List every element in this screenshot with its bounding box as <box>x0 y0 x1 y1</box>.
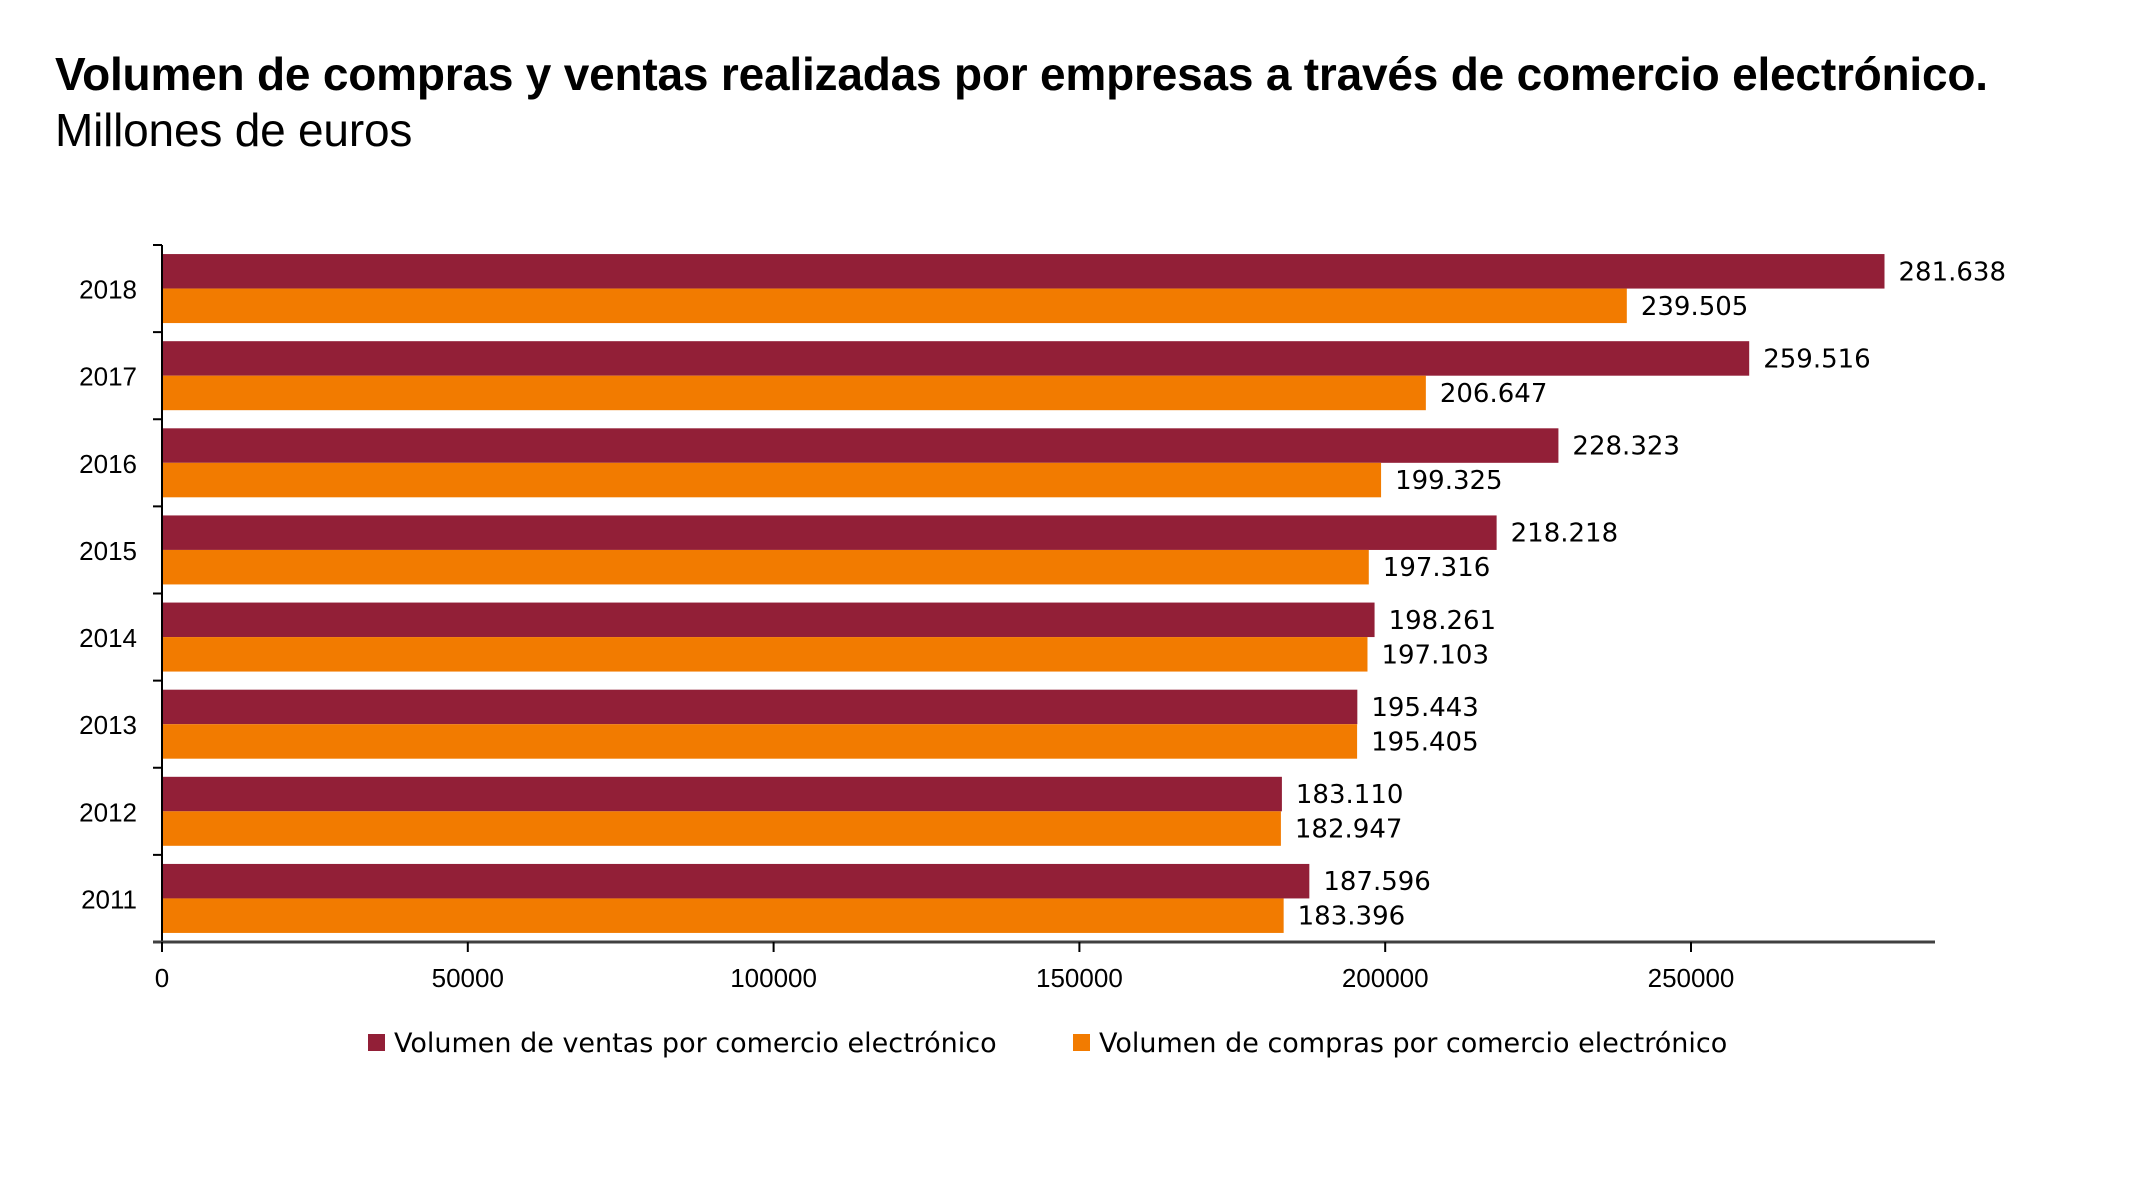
bar-compras-2016 <box>162 462 1382 498</box>
bar-compras-2018 <box>162 288 1627 324</box>
bar-compras-2017 <box>162 375 1426 411</box>
data-label-ventas-2011: 187.596 <box>1323 867 1431 897</box>
data-label-compras-2012: 182.947 <box>1295 815 1403 845</box>
legend-item-ventas: Volumen de ventas por comercio electróni… <box>368 1028 997 1059</box>
bar-compras-2011 <box>162 898 1284 933</box>
data-label-compras-2015: 197.316 <box>1383 553 1491 583</box>
y-tick-label-2014: 2014 <box>79 623 137 653</box>
legend-item-compras: Volumen de compras por comercio electrón… <box>1073 1028 1727 1059</box>
x-tick-label-200000: 200000 <box>1342 963 1429 993</box>
x-tick-label-250000: 250000 <box>1648 963 1735 993</box>
chart-title-bold: Volumen de compras y ventas realizadas p… <box>55 48 1988 100</box>
x-tick-label-0: 0 <box>155 963 169 993</box>
bar-ventas-2015 <box>162 515 1497 550</box>
y-tick-label-2016: 2016 <box>79 449 137 479</box>
legend: Volumen de ventas por comercio electróni… <box>368 1028 1727 1059</box>
chart-title-units: Millones de euros <box>55 104 413 156</box>
data-label-ventas-2012: 183.110 <box>1296 780 1404 810</box>
data-label-compras-2013: 195.405 <box>1371 727 1479 757</box>
legend-swatch-icon <box>1073 1034 1090 1051</box>
data-label-ventas-2018: 281.638 <box>1898 257 2006 287</box>
x-tick-label-50000: 50000 <box>432 963 504 993</box>
legend-label: Volumen de ventas por comercio electróni… <box>394 1028 997 1059</box>
data-label-compras-2018: 239.505 <box>1641 292 1749 322</box>
data-label-ventas-2014: 198.261 <box>1389 606 1497 636</box>
x-axis: 0 50000 100000 150000 200000 250000 <box>153 940 1935 993</box>
data-label-compras-2014: 197.103 <box>1381 640 1489 670</box>
bars-group <box>162 254 1885 933</box>
bar-compras-2013 <box>162 724 1358 759</box>
x-tick-label-100000: 100000 <box>730 963 817 993</box>
data-labels-group: 281.638 239.505 259.516 206.647 228.323 199.3… <box>1295 257 2006 931</box>
y-tick-label-2015: 2015 <box>79 536 137 566</box>
y-tick-label-2017: 2017 <box>79 362 137 392</box>
data-label-ventas-2016: 228.323 <box>1572 432 1680 462</box>
y-axis: 2018 2017 2016 2015 2014 2013 2012 2011 <box>79 244 163 950</box>
data-label-compras-2011: 183.396 <box>1298 902 1406 932</box>
bar-ventas-2016 <box>162 428 1559 463</box>
bar-ventas-2014 <box>162 602 1375 638</box>
y-tick-label-2011: 2011 <box>81 884 137 914</box>
bar-compras-2015 <box>162 549 1369 585</box>
y-tick-label-2018: 2018 <box>79 275 137 305</box>
data-label-ventas-2013: 195.443 <box>1371 693 1479 723</box>
bar-ventas-2017 <box>162 341 1750 376</box>
bar-ventas-2018 <box>162 254 1885 289</box>
bar-compras-2012 <box>162 811 1281 846</box>
data-label-ventas-2017: 259.516 <box>1763 344 1871 374</box>
chart-title: Volumen de compras y ventas realizadas p… <box>55 46 2055 158</box>
legend-swatch-icon <box>368 1034 385 1051</box>
bar-ventas-2012 <box>162 776 1282 812</box>
bar-ventas-2011 <box>162 863 1310 899</box>
bar-compras-2014 <box>162 637 1368 672</box>
y-tick-label-2012: 2012 <box>79 797 137 827</box>
data-label-compras-2017: 206.647 <box>1440 379 1548 409</box>
data-label-ventas-2015: 218.218 <box>1511 519 1619 549</box>
bar-ventas-2013 <box>162 689 1358 725</box>
y-tick-label-2013: 2013 <box>79 710 137 740</box>
x-tick-label-150000: 150000 <box>1036 963 1123 993</box>
legend-label: Volumen de compras por comercio electrón… <box>1099 1028 1727 1059</box>
data-label-compras-2016: 199.325 <box>1395 466 1503 496</box>
